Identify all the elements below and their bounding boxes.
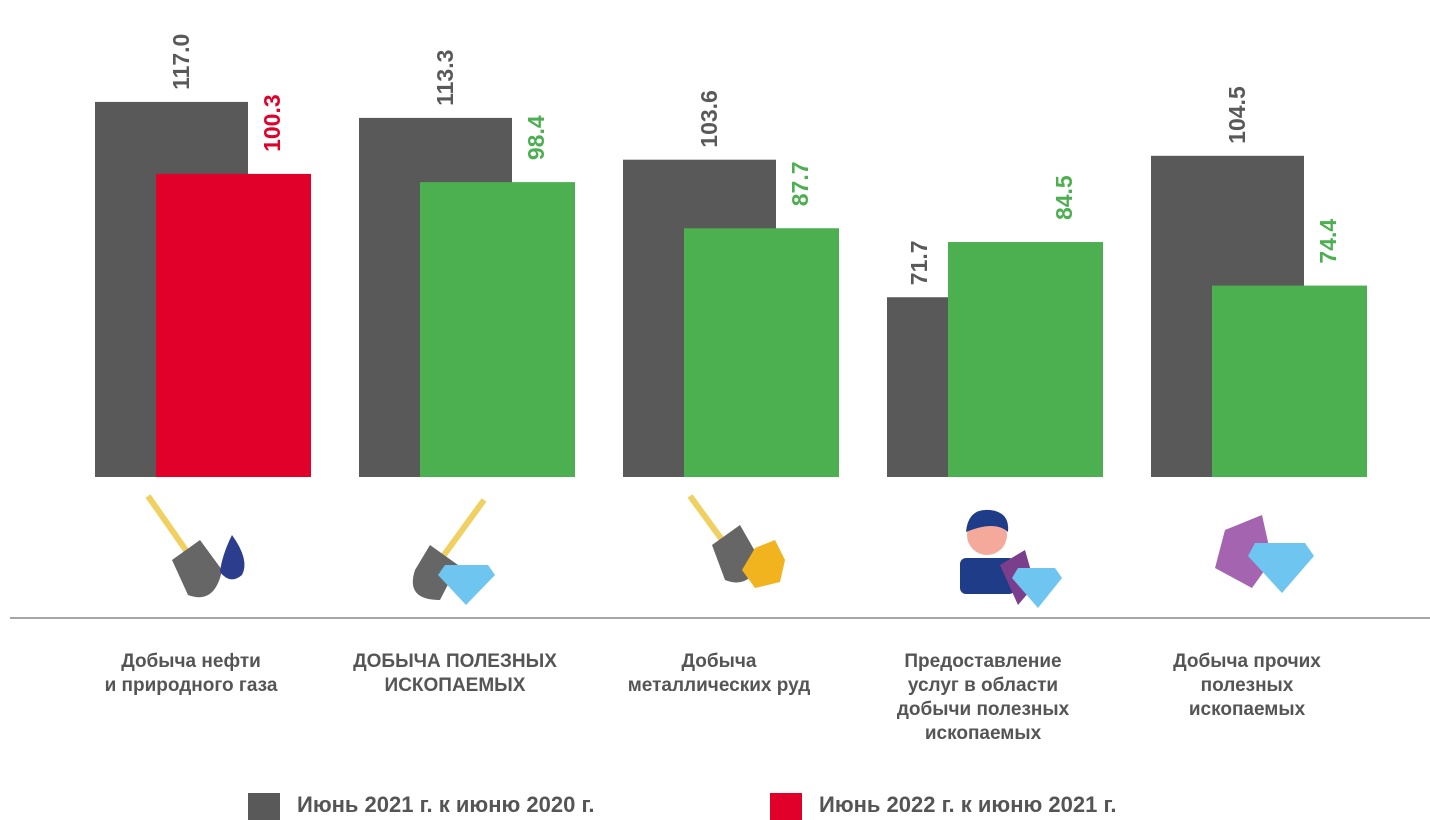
value-label: 74.4 — [1315, 219, 1341, 264]
value-label: 84.5 — [1051, 175, 1077, 220]
icon-services — [960, 510, 1062, 608]
value-label: 100.3 — [259, 94, 285, 152]
bar — [156, 174, 311, 477]
legend-swatch — [770, 793, 802, 820]
bar — [948, 242, 1103, 477]
bar — [1212, 286, 1367, 477]
page: 117.0 100.3 113.3 98.4 103.6 87.7 71.7 84.5 104.… — [0, 0, 1430, 820]
value-label: 104.5 — [1224, 86, 1250, 144]
category-label: Добыча металлических руд — [587, 650, 851, 698]
value-label: 113.3 — [432, 50, 458, 106]
value-label: 117.0 — [168, 34, 194, 90]
category-label: Добыча нефти и природного газа — [59, 650, 323, 698]
icon-oil — [148, 496, 244, 597]
bar — [684, 228, 839, 477]
legend-label: Июнь 2022 г. к июню 2021 г. — [819, 792, 1117, 818]
icon-minerals — [413, 500, 495, 605]
icon-ore — [690, 496, 785, 588]
legend-label: Июнь 2021 г. к июню 2020 г. — [297, 792, 595, 818]
legend-swatch — [248, 793, 280, 820]
bar — [420, 182, 575, 477]
category-label: Предоставление услуг в области добычи по… — [851, 650, 1115, 746]
value-label: 71.7 — [906, 240, 932, 285]
value-label: 98.4 — [523, 115, 549, 160]
value-label: 103.6 — [696, 90, 722, 148]
value-label: 87.7 — [787, 161, 813, 206]
category-label: Добыча прочих полезных ископаемых — [1115, 650, 1379, 722]
icon-other — [1215, 515, 1314, 593]
category-label: ДОБЫЧА ПОЛЕЗНЫХ ИСКОПАЕМЫХ — [323, 650, 587, 698]
